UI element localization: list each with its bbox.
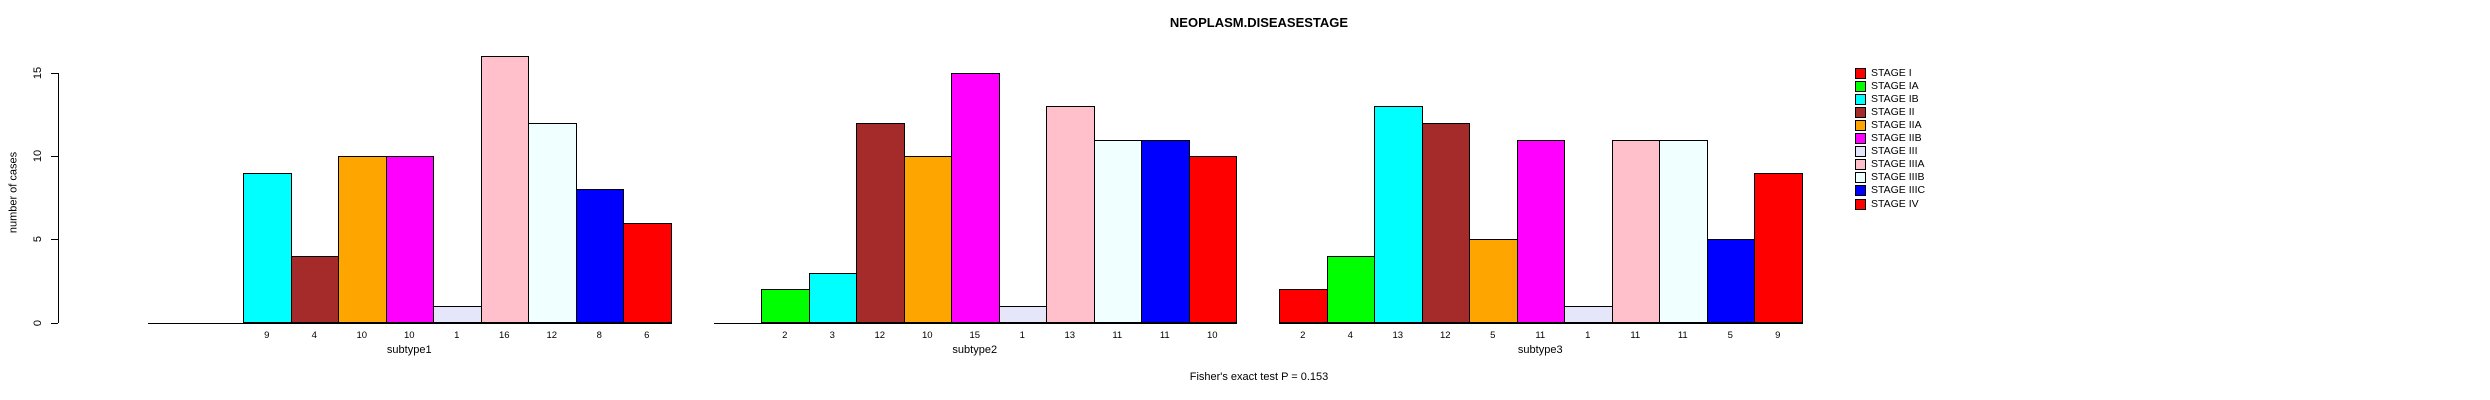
- y-tick-mark: [51, 239, 58, 241]
- legend-item-label: STAGE IIIC: [1871, 184, 1926, 197]
- legend-item: STAGE II: [1855, 105, 1995, 120]
- bar-value-label: 5: [1727, 330, 1733, 341]
- x-group-label: subtype3: [1517, 344, 1563, 356]
- legend-item: STAGE IV: [1855, 197, 1995, 212]
- bar: [480, 56, 529, 324]
- bar: [243, 172, 292, 324]
- legend-item-label: STAGE IV: [1871, 197, 1919, 210]
- bar-value-label: 12: [1439, 330, 1451, 341]
- bar: [1279, 289, 1328, 324]
- legend-item-label: STAGE I: [1871, 66, 1912, 79]
- x-group-label: subtype2: [952, 344, 998, 356]
- bar-value-label: 11: [1159, 330, 1170, 341]
- legend-color-swatch: [1855, 133, 1866, 144]
- legend-color-swatch: [1855, 146, 1866, 158]
- bar: [1093, 139, 1142, 324]
- bar: [1659, 139, 1708, 324]
- bar-value-label: 5: [1490, 330, 1496, 341]
- bar-value-label: 1: [1585, 330, 1591, 341]
- bar: [623, 222, 672, 324]
- bar-value-label: 2: [1300, 330, 1306, 341]
- bar: [808, 272, 857, 324]
- stat-annotation: Fisher's exact test P = 0.153: [1189, 371, 1329, 383]
- bar-value-label: 8: [596, 330, 602, 341]
- bar-value-label: 11: [1677, 330, 1688, 341]
- legend-item-label: STAGE IIA: [1871, 118, 1922, 131]
- legend-item-label: STAGE IIIA: [1871, 158, 1925, 171]
- bar: [951, 73, 1000, 324]
- legend-color-swatch: [1855, 119, 1866, 131]
- bar-value-label: 10: [403, 330, 415, 341]
- legend-item-label: STAGE IB: [1871, 92, 1919, 105]
- bar: [1754, 172, 1803, 324]
- bar: [575, 189, 624, 324]
- legend-item-label: STAGE IA: [1871, 79, 1919, 92]
- legend-color-swatch: [1855, 67, 1866, 79]
- bar-value-label: 1: [1019, 330, 1025, 341]
- bar: [1188, 156, 1237, 324]
- legend-item: STAGE IIA: [1855, 118, 1995, 133]
- legend-item: STAGE III: [1855, 145, 1995, 159]
- legend-item: STAGE I: [1855, 66, 1995, 81]
- legend-item-label: STAGE II: [1871, 105, 1915, 118]
- bar-value-label: 13: [1064, 330, 1076, 341]
- bar-value-label: 4: [311, 330, 317, 341]
- legend-color-swatch: [1855, 198, 1866, 210]
- legend-color-swatch: [1855, 185, 1866, 197]
- bar: [1046, 106, 1095, 324]
- bar-value-label: 1: [454, 330, 460, 341]
- y-axis-line: [58, 73, 59, 324]
- bar: [290, 255, 339, 324]
- bar-value-label: 3: [829, 330, 835, 341]
- legend-item: STAGE IIIA: [1855, 158, 1995, 172]
- chart-title: NEOPLASM.DISEASESTAGE: [1169, 15, 1349, 30]
- bar-value-label: 12: [874, 330, 886, 341]
- legend-item: STAGE IB: [1855, 92, 1995, 107]
- bar-value-label: 10: [921, 330, 933, 341]
- bar: [856, 122, 905, 324]
- bar-value-label: 11: [1535, 330, 1546, 341]
- legend-item-label: STAGE III: [1871, 145, 1918, 158]
- bar-value-label: 9: [264, 330, 270, 341]
- legend-color-swatch: [1855, 93, 1866, 105]
- bar: [761, 289, 810, 324]
- bar-value-label: 16: [498, 330, 510, 341]
- bar-value-label: 10: [356, 330, 368, 341]
- bar-value-label: 6: [644, 330, 650, 341]
- x-group-label: subtype1: [386, 344, 432, 356]
- bar-value-label: 11: [1112, 330, 1123, 341]
- bar: [528, 122, 577, 324]
- y-tick-mark: [51, 73, 58, 75]
- bar: [1516, 139, 1565, 324]
- y-tick-mark: [51, 156, 58, 158]
- legend-item: STAGE IIIC: [1855, 184, 1995, 198]
- legend-color-swatch: [1855, 172, 1866, 184]
- bar-value-label: 12: [546, 330, 558, 341]
- legend-color-swatch: [1855, 159, 1866, 171]
- legend-item-label: STAGE IIB: [1871, 132, 1922, 144]
- bar-value-label: 15: [969, 330, 981, 341]
- bar: [1141, 139, 1190, 324]
- legend-color-swatch: [1855, 80, 1866, 92]
- y-tick-mark: [51, 322, 58, 324]
- bar-value-label: 13: [1392, 330, 1404, 341]
- bar: [1421, 122, 1470, 324]
- bar-value-label: 9: [1775, 330, 1781, 341]
- bar: [1326, 255, 1375, 324]
- legend-item: STAGE IIB: [1855, 132, 1995, 146]
- legend-item-label: STAGE IIIB: [1871, 171, 1925, 184]
- bar-value-label: 10: [1206, 330, 1218, 341]
- bar: [385, 156, 434, 324]
- legend-item: STAGE IIIB: [1855, 171, 1995, 185]
- bar-value-label: 2: [782, 330, 788, 341]
- bar-value-label: 11: [1630, 330, 1641, 341]
- legend-item: STAGE IA: [1855, 79, 1995, 94]
- legend-color-swatch: [1855, 106, 1866, 118]
- bar-value-label: 4: [1347, 330, 1353, 341]
